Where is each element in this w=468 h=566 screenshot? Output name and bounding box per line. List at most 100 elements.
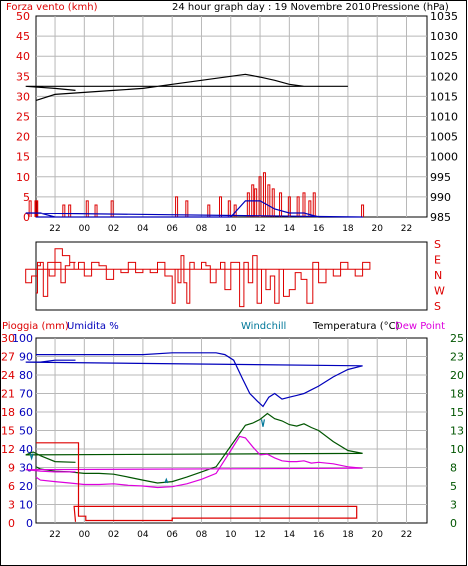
dewpoint-legend: Dew Point <box>395 321 445 332</box>
gust-spike <box>219 196 223 217</box>
wind-tick-label: 25 <box>16 111 30 124</box>
bottom-x-tick-label: 00 <box>79 530 91 540</box>
windchill-legend: Windchill <box>241 321 286 332</box>
humidity-tick-label: 30 <box>19 462 33 475</box>
bottom-x-tick-label: 20 <box>371 530 383 540</box>
chart-title: 24 hour graph day : 19 Novembre 2010 <box>172 2 371 13</box>
top-x-tick-label: 18 <box>342 224 354 234</box>
pressure-tick-label: 1015 <box>430 90 458 103</box>
pressure-tick-label: 990 <box>430 191 451 204</box>
gust-spike <box>267 184 271 217</box>
wind-speed-line <box>25 200 363 218</box>
temperature-line <box>25 412 363 484</box>
gust-spike <box>246 192 250 217</box>
gust-spike <box>110 200 114 217</box>
temperature-tick-label: 15 <box>450 406 464 419</box>
gust-spike <box>175 196 179 217</box>
bottom-x-tick-label: 04 <box>137 530 149 540</box>
humidity-tick-label: 60 <box>19 406 33 419</box>
rain-line <box>36 442 358 522</box>
rain-tick-label: 30 <box>1 332 15 345</box>
humidity-tick-label: 40 <box>19 443 33 456</box>
rain-tick-label: 18 <box>1 406 15 419</box>
bottom-x-tick-label: 22 <box>49 530 60 540</box>
wind-tick-label: 0 <box>23 211 30 224</box>
pressure-tick-label: 1020 <box>430 70 458 83</box>
windchill-marks <box>260 419 265 427</box>
gust-spike <box>361 204 365 217</box>
rain-tick-label: 12 <box>1 443 15 456</box>
top-x-tick-label: 14 <box>284 224 296 234</box>
humidity-tick-label: 20 <box>19 480 33 493</box>
direction-label: E <box>434 254 441 267</box>
gust-spike <box>296 196 300 217</box>
rain-tick-label: 3 <box>8 499 15 512</box>
pressure-tick-label: 995 <box>430 171 451 184</box>
temperature-tick-label: 23 <box>450 351 464 364</box>
gust-spike <box>262 172 266 217</box>
temperature-tick-label: 3 <box>450 499 457 512</box>
top-x-tick-label: 08 <box>196 224 208 234</box>
top-x-tick-label: 22 <box>49 224 60 234</box>
top-x-tick-label: 06 <box>166 224 178 234</box>
temperature-tick-label: 25 <box>450 332 464 345</box>
pressure-tick-label: 1010 <box>430 111 458 124</box>
wind-direction-line <box>25 248 371 308</box>
pressure-tick-label: 1035 <box>430 10 458 23</box>
bottom-x-tick-label: 10 <box>225 530 237 540</box>
bottom-x-tick-label: 06 <box>166 530 178 540</box>
direction-label: S <box>434 300 441 313</box>
rain-tick-label: 0 <box>8 517 15 530</box>
gust-spike <box>68 204 72 217</box>
humidity-tick-label: 80 <box>19 369 33 382</box>
humidity-tick-label: 100 <box>12 332 33 345</box>
top-x-tick-label: 02 <box>108 224 119 234</box>
direction-label: N <box>434 269 442 282</box>
rain-tick-label: 21 <box>1 388 15 401</box>
gust-spike <box>207 204 211 217</box>
bottom-x-tick-label: 12 <box>254 530 265 540</box>
gust-spike <box>34 200 38 217</box>
gust-spike <box>279 192 283 217</box>
humidity-tick-label: 10 <box>19 499 33 512</box>
bottom-x-tick-label: 16 <box>313 530 325 540</box>
temperature-tick-label: 13 <box>450 425 464 438</box>
direction-label: S <box>434 238 441 251</box>
wind-tick-label: 5 <box>23 191 30 204</box>
rain-tick-label: 15 <box>1 425 15 438</box>
windchill-marks <box>164 477 169 484</box>
windchill-marks <box>29 453 34 461</box>
top-x-tick-label: 12 <box>254 224 265 234</box>
wind-axis-title: Forza vento (kmh) <box>6 2 98 13</box>
top-x-tick-label: 16 <box>313 224 325 234</box>
gust-spike <box>308 200 312 217</box>
pressure-axis-title: Pressione (hPa) <box>372 2 449 13</box>
direction-plot-area <box>35 241 428 311</box>
humidity-tick-label: 0 <box>26 517 33 530</box>
temperature-axis-title: Temperatura (°C) <box>312 321 400 332</box>
rain-tick-label: 9 <box>8 462 15 475</box>
temperature-tick-label: 20 <box>450 369 464 382</box>
rain-tick-label: 24 <box>1 369 15 382</box>
wind-tick-label: 20 <box>16 131 30 144</box>
gust-spike <box>302 192 306 217</box>
rain-axis-title: Pioggia (mm) <box>2 321 69 332</box>
wind-tick-label: 45 <box>16 30 30 43</box>
dewpoint-line <box>25 435 363 489</box>
rain-tick-label: 27 <box>1 351 15 364</box>
pressure-tick-label: 985 <box>430 211 451 224</box>
wind-tick-label: 40 <box>16 50 30 63</box>
pressure-tick-label: 1030 <box>430 30 458 43</box>
gust-spike <box>258 176 262 217</box>
wind-tick-label: 10 <box>16 171 30 184</box>
gust-spike <box>94 204 98 217</box>
bottom-x-tick-label: 18 <box>342 530 354 540</box>
rain-tick-label: 6 <box>8 480 15 493</box>
top-x-tick-label: 04 <box>137 224 149 234</box>
pressure-tick-label: 1000 <box>430 151 458 164</box>
wind-tick-label: 35 <box>16 70 30 83</box>
